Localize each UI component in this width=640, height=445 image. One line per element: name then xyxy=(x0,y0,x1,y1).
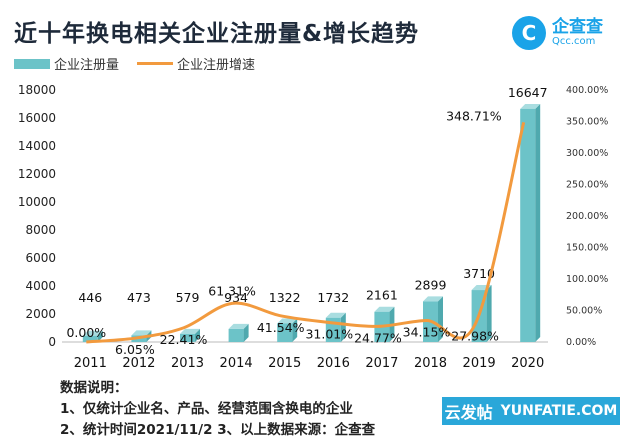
bar xyxy=(277,323,293,342)
y-right-tick-label: 400.00% xyxy=(566,85,608,96)
bar-side xyxy=(292,318,298,342)
x-tick-label: 2011 xyxy=(74,356,107,371)
x-tick-label: 2015 xyxy=(268,356,301,371)
line-value-label: 31.01% xyxy=(305,326,353,341)
bar-top xyxy=(180,328,200,334)
line-value-label: 6.05% xyxy=(115,342,155,357)
bar-side xyxy=(535,103,541,342)
bar-value-label: 16647 xyxy=(508,85,548,100)
growth-line xyxy=(86,121,526,344)
y-left-tick-label: 4000 xyxy=(25,279,56,293)
line-value-label: 27.98% xyxy=(451,328,499,343)
chart-title: 近十年换电相关企业注册量&增长趋势 xyxy=(14,21,420,47)
bar-top xyxy=(325,312,346,318)
legend-line-label: 企业注册增速 xyxy=(177,58,256,73)
logo-en-text: Qcc.com xyxy=(552,36,596,47)
y-left-tick-label: 2000 xyxy=(25,307,56,321)
line-value-label: 0.00% xyxy=(66,325,106,340)
y-right-tick-label: 0.00% xyxy=(566,337,596,348)
bar-side xyxy=(438,296,443,342)
bar xyxy=(228,328,244,342)
bar xyxy=(520,108,536,342)
x-tick-label: 2012 xyxy=(122,356,155,371)
watermark-badge: 云发帖 YUNFATIE.COM xyxy=(442,397,620,425)
x-tick-label: 2018 xyxy=(414,356,447,371)
qcc-logo-icon: C xyxy=(512,16,546,50)
y-right-tick-label: 350.00% xyxy=(566,117,608,128)
legend-line-swatch xyxy=(137,62,174,65)
bar-value-label: 2161 xyxy=(366,288,398,303)
bar-top xyxy=(228,323,249,329)
y-left-tick-label: 18000 xyxy=(18,83,56,97)
y-left-tick-label: 0 xyxy=(48,335,56,349)
bar-value-label: 1732 xyxy=(317,290,349,305)
y-left-tick-label: 10000 xyxy=(18,195,56,209)
watermark-cn: 云发帖 xyxy=(444,403,493,422)
line-value-label: 34.15% xyxy=(403,324,451,339)
line-value-label: 22.41% xyxy=(160,332,208,347)
bar-top xyxy=(520,103,541,109)
x-tick-label: 2017 xyxy=(365,356,398,371)
bar-top xyxy=(82,330,103,336)
notes-line-1: 1、仅统计企业名、产品、经营范围含换电的企业 xyxy=(60,401,353,417)
bar-value-label: 934 xyxy=(224,290,248,305)
y-right-tick-label: 250.00% xyxy=(566,180,608,191)
y-right-tick-label: 200.00% xyxy=(566,211,608,222)
bar-side xyxy=(243,323,249,342)
bar xyxy=(82,335,98,342)
y-right-tick-label: 150.00% xyxy=(566,243,608,254)
x-tick-label: 2014 xyxy=(220,356,253,371)
y-right-tick-label: 50.00% xyxy=(566,306,602,317)
y-left-tick-label: 12000 xyxy=(18,167,56,181)
x-tick-label: 2019 xyxy=(463,356,496,371)
y-right-tick-label: 100.00% xyxy=(566,274,608,285)
x-tick-label: 2016 xyxy=(317,356,350,371)
y-left-tick-label: 16000 xyxy=(18,111,56,125)
bar-value-label: 1322 xyxy=(269,290,301,305)
line-value-label: 24.77% xyxy=(354,330,402,345)
bar-top xyxy=(423,296,443,302)
line-value-label: 41.54% xyxy=(257,320,305,335)
x-tick-label: 2020 xyxy=(511,356,544,371)
bar-side xyxy=(97,330,103,342)
bar-top xyxy=(131,330,152,336)
bar xyxy=(180,333,195,342)
logo-cn-text: 企查查 xyxy=(552,17,603,37)
bar-side xyxy=(486,285,492,342)
y-left-tick-label: 6000 xyxy=(25,251,56,265)
bar-value-label: 579 xyxy=(176,290,200,305)
watermark-en: YUNFATIE.COM xyxy=(500,403,618,419)
bar-side xyxy=(340,312,346,342)
bar-top xyxy=(374,306,395,312)
notes-heading: 数据说明： xyxy=(60,380,128,396)
notes-line-2: 2、统计时间2021/11/2 3、以上数据来源：企查查 xyxy=(60,422,376,438)
y-left-tick-label: 8000 xyxy=(25,223,56,237)
bar-value-label: 3710 xyxy=(463,266,495,281)
line-value-label: 61.31% xyxy=(208,283,256,298)
bar-side xyxy=(195,328,200,342)
x-tick-label: 2013 xyxy=(171,356,204,371)
legend-bar-swatch xyxy=(14,58,50,69)
line-value-label: 348.71% xyxy=(446,108,502,123)
data-notes: 数据说明： 1、仅统计企业名、产品、经营范围含换电的企业 2、统计时间2021/… xyxy=(60,378,375,441)
y-right-tick-label: 300.00% xyxy=(566,148,608,159)
bar-value-label: 446 xyxy=(78,290,102,305)
bar-value-label: 2899 xyxy=(415,277,447,292)
chart-legend: 企业注册量 企业注册增速 xyxy=(14,54,255,73)
bar-top xyxy=(277,318,298,324)
y-left-tick-label: 14000 xyxy=(18,139,56,153)
qcc-logo: C 企查查 Qcc.com xyxy=(512,16,603,50)
legend-bar-label: 企业注册量 xyxy=(54,58,120,73)
bar-value-label: 473 xyxy=(127,290,151,305)
